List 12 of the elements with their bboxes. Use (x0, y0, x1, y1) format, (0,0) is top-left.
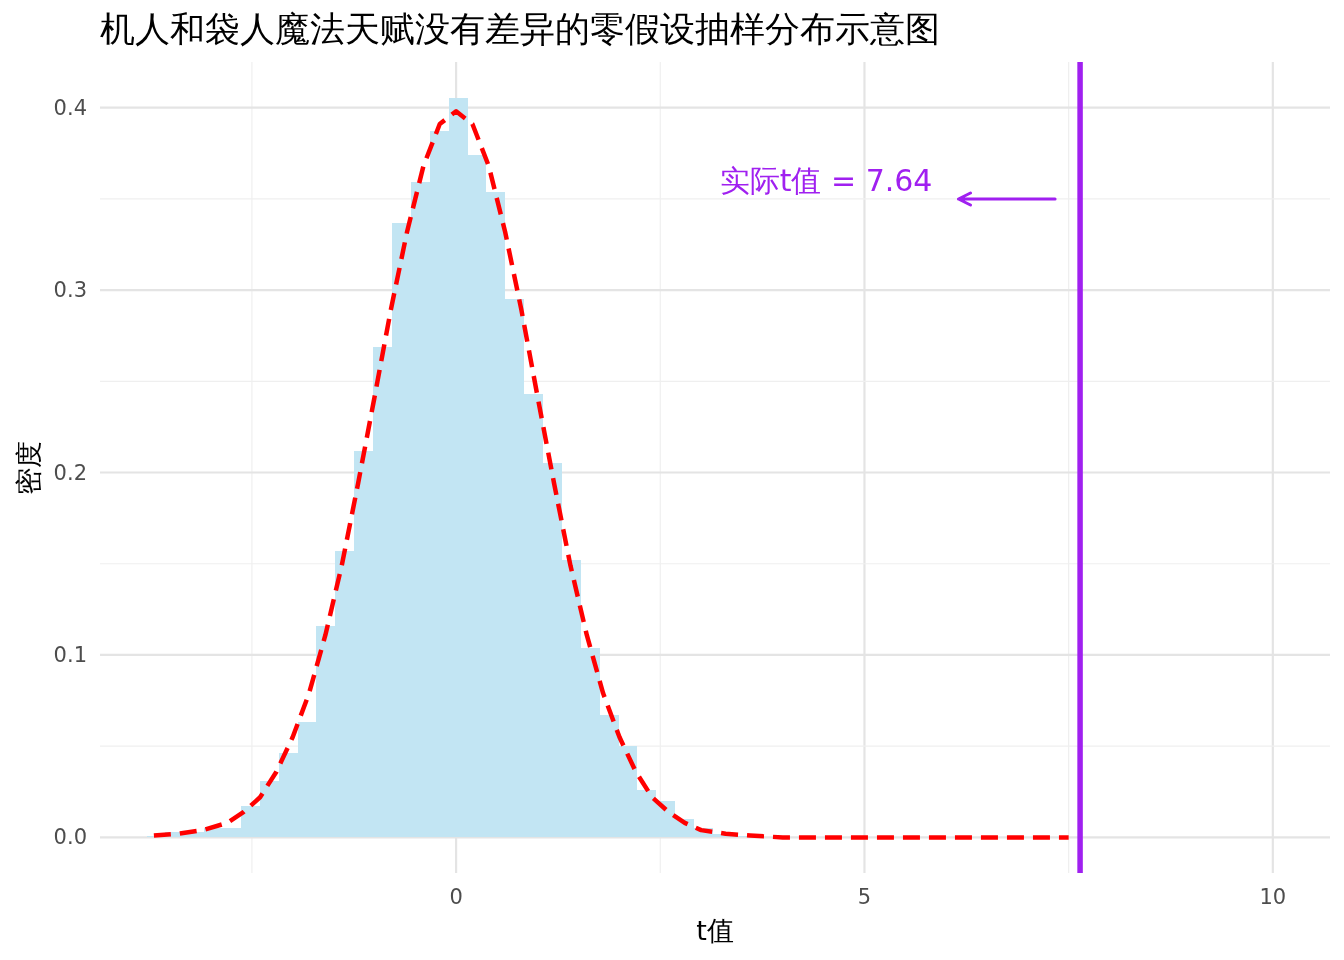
x-axis-title: t值 (696, 915, 734, 946)
chart-title: 机人和袋人魔法天赋没有差异的零假设抽样分布示意图 (100, 9, 940, 49)
annotation: 实际t值 = 7.64 (719, 162, 933, 198)
x-tick-label: 5 (857, 885, 872, 909)
y-tick-label: 0.3 (53, 278, 87, 303)
y-axis-title: 密度 (12, 440, 44, 495)
y-tick-label: 0.0 (53, 825, 87, 850)
x-tick-label: 10 (1259, 885, 1287, 909)
y-tick-label: 0.1 (53, 642, 87, 667)
y-tick-label: 0.4 (53, 95, 87, 120)
x-tick-label: 0 (449, 885, 463, 909)
y-tick-label: 0.2 (53, 460, 87, 485)
